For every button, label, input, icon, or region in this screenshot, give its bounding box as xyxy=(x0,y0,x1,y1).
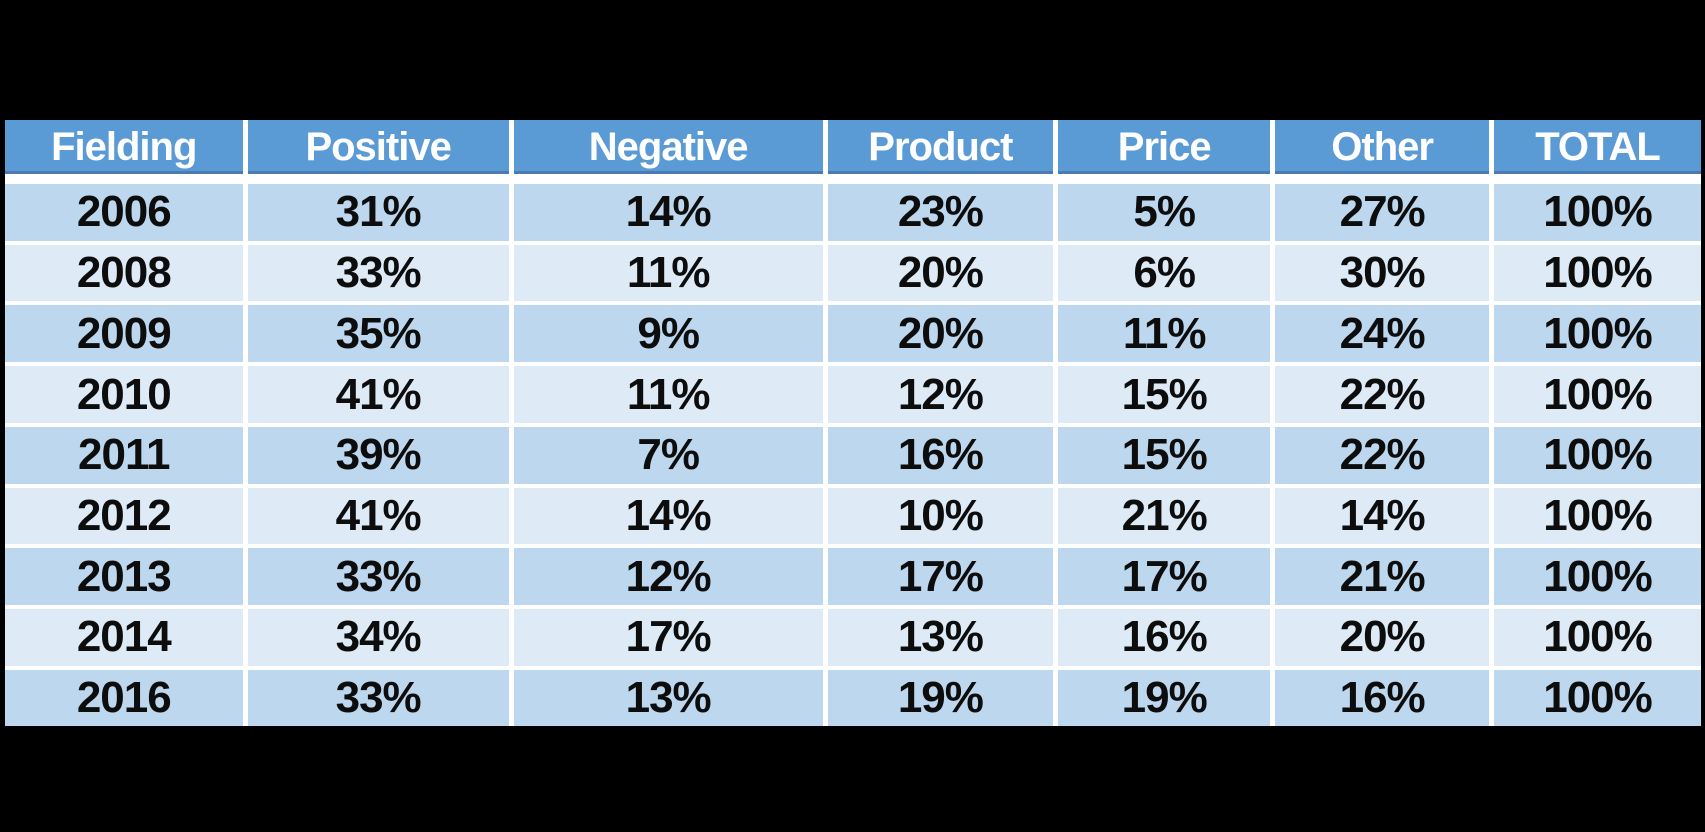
year-cell: 2009 xyxy=(5,305,248,367)
value-cell: 7% xyxy=(513,426,828,488)
year-cell: 2014 xyxy=(5,609,248,670)
value-cell: 15% xyxy=(1058,366,1276,427)
value-cell: 21% xyxy=(1058,487,1276,549)
column-header-negative: Negative xyxy=(513,120,828,184)
total-cell: 100% xyxy=(1494,366,1701,427)
table-row: 2012 41% 14% 10% 21% 14% 100% xyxy=(5,487,1701,549)
value-cell: 14% xyxy=(513,487,828,549)
year-cell: 2008 xyxy=(5,244,248,306)
value-cell: 13% xyxy=(513,669,828,726)
value-cell: 33% xyxy=(247,669,514,726)
column-header-positive: Positive xyxy=(247,120,514,184)
value-cell: 22% xyxy=(1275,366,1495,427)
value-cell: 6% xyxy=(1058,244,1276,306)
total-cell: 100% xyxy=(1494,244,1701,306)
value-cell: 16% xyxy=(827,426,1059,488)
table-row: 2016 33% 13% 19% 19% 16% 100% xyxy=(5,669,1701,726)
value-cell: 30% xyxy=(1275,244,1495,306)
value-cell: 13% xyxy=(827,609,1059,670)
year-cell: 2010 xyxy=(5,366,248,427)
year-cell: 2013 xyxy=(5,548,248,610)
total-cell: 100% xyxy=(1494,426,1701,488)
total-cell: 100% xyxy=(1494,184,1701,245)
total-cell: 100% xyxy=(1494,487,1701,549)
value-cell: 39% xyxy=(247,426,514,488)
value-cell: 14% xyxy=(513,184,828,245)
value-cell: 14% xyxy=(1275,487,1495,549)
value-cell: 11% xyxy=(513,244,828,306)
value-cell: 12% xyxy=(513,548,828,610)
year-cell: 2012 xyxy=(5,487,248,549)
results-table: Fielding Positive Negative Product Price… xyxy=(5,120,1701,726)
value-cell: 41% xyxy=(247,487,514,549)
value-cell: 19% xyxy=(827,669,1059,726)
column-header-fielding: Fielding xyxy=(5,120,248,184)
value-cell: 5% xyxy=(1058,184,1276,245)
value-cell: 21% xyxy=(1275,548,1495,610)
table-row: 2011 39% 7% 16% 15% 22% 100% xyxy=(5,426,1701,488)
value-cell: 16% xyxy=(1058,609,1276,670)
year-cell: 2011 xyxy=(5,426,248,488)
value-cell: 19% xyxy=(1058,669,1276,726)
value-cell: 15% xyxy=(1058,426,1276,488)
value-cell: 41% xyxy=(247,366,514,427)
value-cell: 17% xyxy=(513,609,828,670)
column-header-price: Price xyxy=(1058,120,1276,184)
table-row: 2013 33% 12% 17% 17% 21% 100% xyxy=(5,548,1701,610)
column-header-product: Product xyxy=(827,120,1059,184)
value-cell: 16% xyxy=(1275,669,1495,726)
fielding-percentages-table: Fielding Positive Negative Product Price… xyxy=(5,120,1701,726)
value-cell: 17% xyxy=(827,548,1059,610)
year-cell: 2006 xyxy=(5,184,248,245)
value-cell: 9% xyxy=(513,305,828,367)
table-row: 2008 33% 11% 20% 6% 30% 100% xyxy=(5,244,1701,306)
value-cell: 22% xyxy=(1275,426,1495,488)
value-cell: 33% xyxy=(247,244,514,306)
column-header-other: Other xyxy=(1275,120,1495,184)
value-cell: 31% xyxy=(247,184,514,245)
total-cell: 100% xyxy=(1494,669,1701,726)
value-cell: 17% xyxy=(1058,548,1276,610)
value-cell: 12% xyxy=(827,366,1059,427)
table-row: 2010 41% 11% 12% 15% 22% 100% xyxy=(5,366,1701,427)
column-header-total: TOTAL xyxy=(1494,120,1701,184)
table-header-row: Fielding Positive Negative Product Price… xyxy=(5,120,1701,184)
table-row: 2006 31% 14% 23% 5% 27% 100% xyxy=(5,184,1701,245)
value-cell: 23% xyxy=(827,184,1059,245)
value-cell: 20% xyxy=(827,305,1059,367)
value-cell: 20% xyxy=(827,244,1059,306)
value-cell: 24% xyxy=(1275,305,1495,367)
total-cell: 100% xyxy=(1494,305,1701,367)
value-cell: 11% xyxy=(513,366,828,427)
value-cell: 20% xyxy=(1275,609,1495,670)
value-cell: 35% xyxy=(247,305,514,367)
table-row: 2014 34% 17% 13% 16% 20% 100% xyxy=(5,609,1701,670)
value-cell: 33% xyxy=(247,548,514,610)
total-cell: 100% xyxy=(1494,609,1701,670)
table-row: 2009 35% 9% 20% 11% 24% 100% xyxy=(5,305,1701,367)
value-cell: 10% xyxy=(827,487,1059,549)
value-cell: 34% xyxy=(247,609,514,670)
value-cell: 27% xyxy=(1275,184,1495,245)
value-cell: 11% xyxy=(1058,305,1276,367)
total-cell: 100% xyxy=(1494,548,1701,610)
year-cell: 2016 xyxy=(5,669,248,726)
